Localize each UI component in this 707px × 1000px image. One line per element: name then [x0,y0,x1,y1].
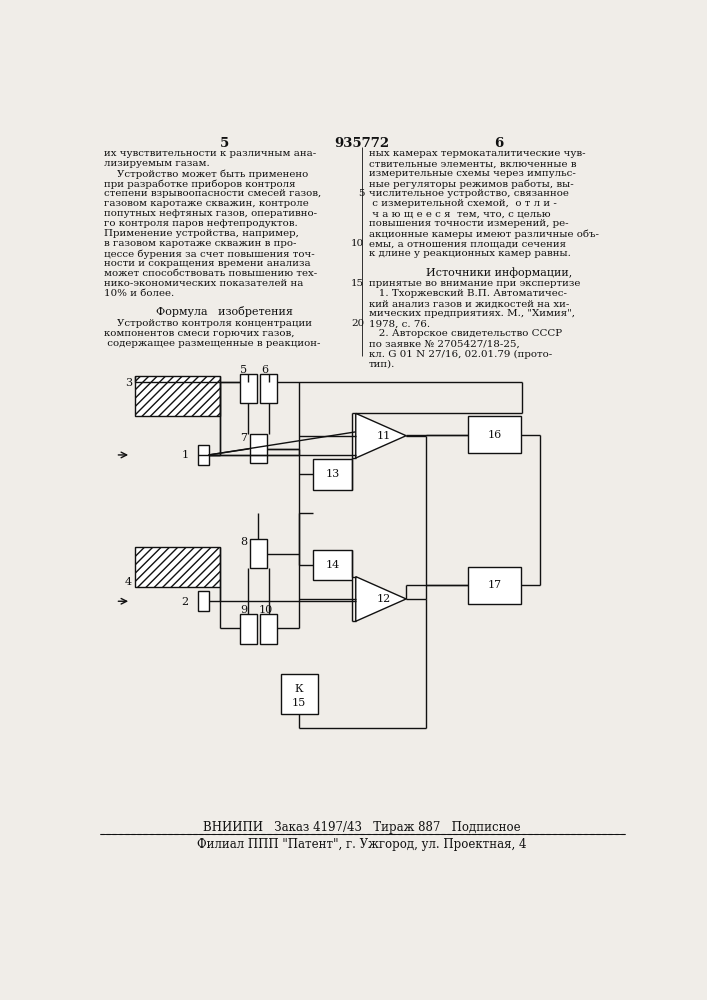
Text: го контроля паров нефтепродуктов.: го контроля паров нефтепродуктов. [104,219,298,228]
Bar [260,374,277,403]
Text: принятые во внимание при экспертизе: принятые во внимание при экспертизе [369,279,580,288]
Text: 1978, с. 76.: 1978, с. 76. [369,319,430,328]
Text: в газовом каротаже скважин в про-: в газовом каротаже скважин в про- [104,239,296,248]
Text: к длине у реакционных камер равны.: к длине у реакционных камер равны. [369,249,571,258]
Text: 13: 13 [325,469,339,479]
Bar [135,547,220,587]
Text: компонентов смеси горючих газов,: компонентов смеси горючих газов, [104,329,294,338]
Text: 11: 11 [376,431,390,441]
Text: 10% и более.: 10% и более. [104,289,174,298]
Bar [240,374,257,403]
Bar [250,539,267,568]
Text: 6: 6 [261,365,269,375]
Text: их чувствительности к различным ана-: их чувствительности к различным ана- [104,149,316,158]
Text: 4: 4 [124,577,132,587]
Text: попутных нефтяных газов, оперативно-: попутных нефтяных газов, оперативно- [104,209,317,218]
Text: емы, а отношения площади сечения: емы, а отношения площади сечения [369,239,566,248]
Text: 14: 14 [325,560,339,570]
Text: измерительные схемы через импульс-: измерительные схемы через импульс- [369,169,575,178]
Text: Устройство может быть применено: Устройство может быть применено [104,169,308,179]
Text: 16: 16 [487,430,501,440]
Text: тип).: тип). [369,359,395,368]
Text: 8: 8 [240,537,247,547]
Text: при разработке приборов контроля: при разработке приборов контроля [104,179,296,189]
Text: с измерительной схемой,  о т л и -: с измерительной схемой, о т л и - [369,199,557,208]
Text: ности и сокращения времени анализа: ности и сокращения времени анализа [104,259,310,268]
Text: ВНИИПИ   Заказ 4197/43   Тираж 887   Подписное: ВНИИПИ Заказ 4197/43 Тираж 887 Подписное [203,821,521,834]
Text: Формула   изобретения: Формула изобретения [156,306,293,317]
Text: 5: 5 [240,365,247,375]
Bar [281,674,317,714]
Text: ных камерах термокаталитические чув-: ных камерах термокаталитические чув- [369,149,585,158]
Text: по заявке № 2705427/18-25,: по заявке № 2705427/18-25, [369,339,520,348]
Text: 6: 6 [494,137,504,150]
Text: кий анализ газов и жидкостей на хи-: кий анализ газов и жидкостей на хи- [369,299,569,308]
Text: 1. Тхоржевский В.П. Автоматичес-: 1. Тхоржевский В.П. Автоматичес- [369,289,567,298]
Bar [240,614,257,644]
Text: кл. G 01 N 27/16, 02.01.79 (прото-: кл. G 01 N 27/16, 02.01.79 (прото- [369,349,552,359]
Text: ствительные элементы, включенные в: ствительные элементы, включенные в [369,159,576,168]
Text: цессе бурения за счет повышения точ-: цессе бурения за счет повышения точ- [104,249,315,259]
Text: нико-экономических показателей на: нико-экономических показателей на [104,279,303,288]
Text: Применение устройства, например,: Применение устройства, например, [104,229,299,238]
Bar [260,614,277,644]
Bar [313,459,352,490]
Text: 1: 1 [182,450,189,460]
Bar [250,434,267,463]
Text: 7: 7 [240,433,247,443]
Text: газовом каротаже скважин, контроле: газовом каротаже скважин, контроле [104,199,309,208]
Text: мических предприятиях. М., "Химия",: мических предприятиях. М., "Химия", [369,309,575,318]
Text: 12: 12 [376,594,390,604]
Text: Устройство контроля концентрации: Устройство контроля концентрации [104,319,312,328]
Text: 15: 15 [292,698,306,708]
Polygon shape [356,577,406,621]
Bar [135,376,220,416]
Bar [313,550,352,580]
Text: может способствовать повышению тех-: может способствовать повышению тех- [104,269,317,278]
Text: содержащее размещенные в реакцион-: содержащее размещенные в реакцион- [104,339,320,348]
Text: ч а ю щ е е с я  тем, что, с целью: ч а ю щ е е с я тем, что, с целью [369,209,551,218]
Bar [198,591,209,611]
Text: 935772: 935772 [334,137,390,150]
Text: 2. Авторское свидетельство СССР: 2. Авторское свидетельство СССР [369,329,562,338]
Text: ные регуляторы режимов работы, вы-: ные регуляторы режимов работы, вы- [369,179,573,189]
Bar [198,445,209,465]
Text: повышения точности измерений, ре-: повышения точности измерений, ре- [369,219,568,228]
Text: 5: 5 [358,189,364,198]
Bar [468,416,521,453]
Text: Источники информации,: Источники информации, [426,267,572,278]
Text: 9: 9 [240,605,247,615]
Text: 10: 10 [259,605,273,615]
Text: 10: 10 [351,239,364,248]
Text: Филиал ППП "Патент", г. Ужгород, ул. Проектная, 4: Филиал ППП "Патент", г. Ужгород, ул. Про… [197,838,527,851]
Text: 17: 17 [487,580,501,590]
Text: 3: 3 [124,378,132,388]
Polygon shape [356,413,406,458]
Text: 2: 2 [182,597,189,607]
Text: числительное устройство, связанное: числительное устройство, связанное [369,189,569,198]
Text: 15: 15 [351,279,364,288]
Text: 20: 20 [351,319,364,328]
Text: 5: 5 [220,137,229,150]
Bar [468,567,521,604]
Text: К: К [295,684,303,694]
Text: акционные камеры имеют различные объ-: акционные камеры имеют различные объ- [369,229,599,239]
Text: лизируемым газам.: лизируемым газам. [104,159,209,168]
Text: степени взрывоопасности смесей газов,: степени взрывоопасности смесей газов, [104,189,321,198]
